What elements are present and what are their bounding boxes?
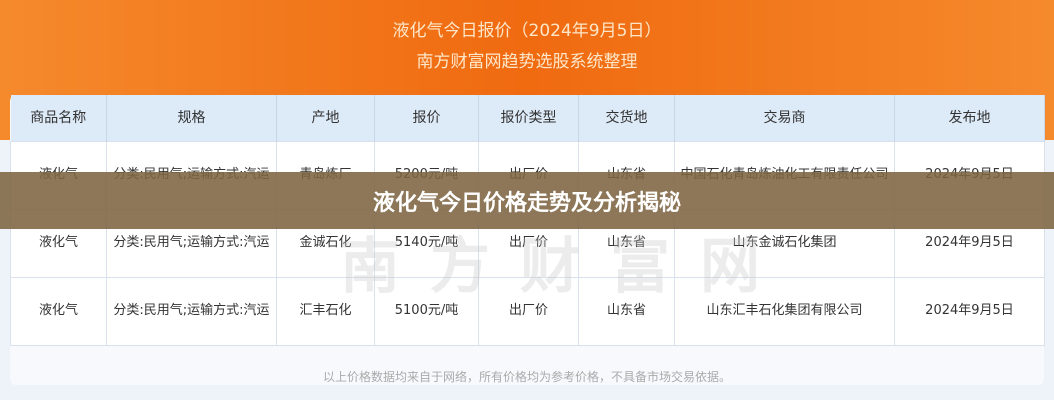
column-header: 产地: [276, 95, 375, 141]
disclaimer: 以上价格数据均来自于网络，所有价格均为参考价格，不具备市场交易依据。: [322, 370, 731, 384]
table-cell: 5100元/吨: [374, 276, 479, 346]
table-cell: 山东汇丰石化集团有限公司: [674, 276, 895, 346]
table-cell: 出厂价: [478, 276, 579, 346]
column-header: 发布地: [894, 95, 1045, 141]
page-subtitle: 南方财富网趋势选股系统整理: [416, 52, 638, 72]
table-cell: 分类:民用气;运输方式:汽运: [106, 276, 277, 346]
table-cell: 山东省: [578, 276, 675, 346]
column-header: 报价类型: [478, 95, 579, 141]
column-header: 交易商: [674, 95, 895, 141]
table-row: 液化气 分类:民用气;运输方式:汽运 汇丰石化 5100元/吨 出厂价 山东省 山东汇丰石化…: [10, 276, 1045, 346]
column-header: 规格: [106, 95, 277, 141]
page-title: 液化气今日报价（2024年9月5日）: [392, 21, 662, 41]
table-cell: 液化气: [10, 276, 107, 346]
table-cell: 汇丰石化: [276, 276, 375, 346]
price-table-card: 商品名称 规格 产地 报价 报价类型 交货地 交易商 发布地液化气 分类:民用气;运输方式:汽运…: [10, 95, 1045, 385]
table-cell: 2024年9月5日: [894, 276, 1045, 346]
column-header: 报价: [374, 95, 479, 141]
column-header: 商品名称: [10, 95, 107, 141]
article-title-banner: 液化气今日价格走势及分析揭秘: [0, 172, 1054, 229]
column-header: 交货地: [578, 95, 675, 141]
